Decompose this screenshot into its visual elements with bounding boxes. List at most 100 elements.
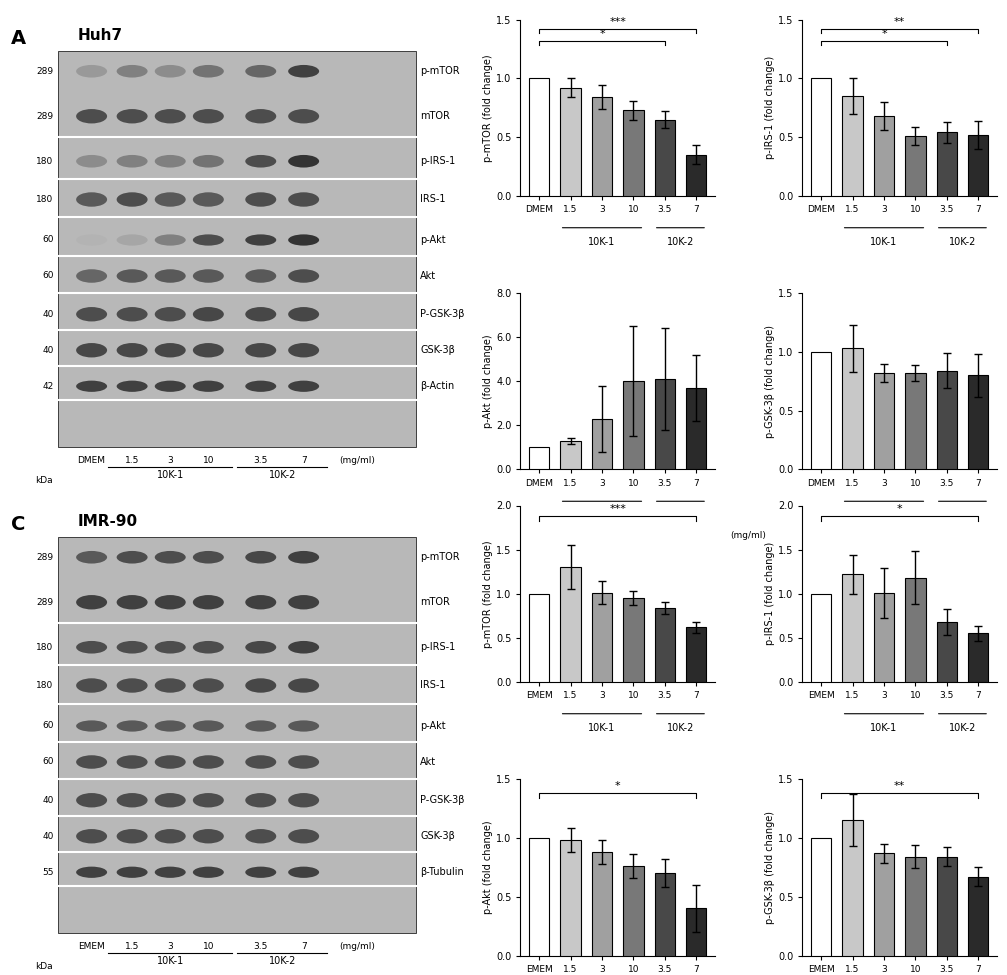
Text: 10K-1: 10K-1 — [157, 956, 184, 966]
Ellipse shape — [155, 192, 185, 207]
Text: 10K-2: 10K-2 — [269, 956, 296, 966]
Ellipse shape — [77, 793, 107, 807]
Text: Huh7: Huh7 — [78, 28, 123, 44]
Ellipse shape — [117, 793, 148, 807]
Bar — [686, 155, 706, 196]
Text: p-Akt: p-Akt — [420, 721, 446, 731]
Ellipse shape — [77, 641, 107, 653]
Ellipse shape — [288, 641, 319, 653]
Text: *: * — [599, 29, 605, 39]
Ellipse shape — [193, 192, 224, 207]
Text: 60: 60 — [42, 758, 53, 766]
Ellipse shape — [117, 65, 148, 78]
Text: B: B — [526, 28, 540, 48]
Bar — [874, 593, 894, 682]
Ellipse shape — [155, 641, 185, 653]
Text: 10K-2: 10K-2 — [949, 722, 976, 732]
Bar — [623, 110, 643, 196]
Text: p-Akt: p-Akt — [420, 235, 446, 245]
Ellipse shape — [288, 380, 319, 392]
Text: 1.5: 1.5 — [125, 942, 139, 951]
Bar — [561, 840, 581, 956]
Bar — [905, 578, 925, 682]
Text: DMEM: DMEM — [78, 456, 106, 465]
Text: P-GSK-3β: P-GSK-3β — [420, 309, 465, 319]
Text: GSK-3β: GSK-3β — [420, 345, 455, 355]
Ellipse shape — [288, 343, 319, 358]
Ellipse shape — [117, 234, 148, 246]
Ellipse shape — [288, 109, 319, 124]
Ellipse shape — [246, 829, 276, 843]
Text: ***: *** — [609, 504, 626, 515]
Text: p-mTOR: p-mTOR — [420, 66, 460, 76]
Ellipse shape — [193, 756, 224, 768]
Ellipse shape — [117, 721, 148, 731]
Bar — [655, 607, 675, 682]
Ellipse shape — [288, 155, 319, 168]
Ellipse shape — [155, 155, 185, 168]
Ellipse shape — [288, 269, 319, 283]
Text: 3: 3 — [167, 942, 173, 951]
Ellipse shape — [246, 343, 276, 358]
Text: 10K-1: 10K-1 — [157, 470, 184, 481]
Ellipse shape — [77, 867, 107, 878]
Ellipse shape — [117, 269, 148, 283]
Text: 42: 42 — [42, 382, 53, 391]
Text: 180: 180 — [36, 681, 53, 690]
Ellipse shape — [117, 192, 148, 207]
Ellipse shape — [288, 679, 319, 692]
Y-axis label: p-mTOR (fold change): p-mTOR (fold change) — [483, 54, 493, 162]
Text: 10K-2: 10K-2 — [949, 510, 976, 520]
Ellipse shape — [117, 307, 148, 322]
Text: *: * — [615, 781, 620, 792]
Y-axis label: p-IRS-1 (fold change): p-IRS-1 (fold change) — [765, 542, 775, 645]
Bar — [529, 448, 550, 470]
Ellipse shape — [193, 793, 224, 807]
Ellipse shape — [77, 595, 107, 609]
Text: 7: 7 — [301, 942, 306, 951]
Bar — [937, 857, 957, 956]
Text: kDa: kDa — [35, 476, 52, 486]
Ellipse shape — [246, 756, 276, 768]
Ellipse shape — [193, 269, 224, 283]
Text: mTOR: mTOR — [420, 598, 450, 607]
Text: A: A — [11, 28, 26, 48]
Ellipse shape — [77, 65, 107, 78]
Ellipse shape — [246, 867, 276, 878]
Ellipse shape — [246, 109, 276, 124]
Ellipse shape — [155, 551, 185, 564]
Text: 60: 60 — [42, 271, 53, 281]
Text: 40: 40 — [42, 832, 53, 840]
Ellipse shape — [77, 380, 107, 392]
Text: 10K-1: 10K-1 — [588, 510, 615, 520]
Ellipse shape — [246, 551, 276, 564]
Ellipse shape — [117, 551, 148, 564]
Ellipse shape — [246, 595, 276, 609]
Bar — [874, 373, 894, 470]
Y-axis label: p-mTOR (fold change): p-mTOR (fold change) — [483, 540, 493, 647]
Bar — [937, 133, 957, 196]
Bar — [592, 852, 612, 956]
Text: 10K-2: 10K-2 — [269, 470, 296, 481]
Text: 10K-2: 10K-2 — [667, 722, 694, 732]
Ellipse shape — [77, 721, 107, 731]
Bar — [905, 373, 925, 470]
Bar — [686, 388, 706, 470]
Ellipse shape — [193, 867, 224, 878]
Text: GSK-3β: GSK-3β — [420, 832, 455, 841]
Ellipse shape — [193, 721, 224, 731]
Text: IRS-1: IRS-1 — [420, 194, 446, 205]
Ellipse shape — [193, 679, 224, 692]
Ellipse shape — [117, 109, 148, 124]
Bar — [968, 634, 988, 682]
Ellipse shape — [117, 867, 148, 878]
Text: 10: 10 — [202, 456, 214, 465]
Text: 1.5: 1.5 — [125, 456, 139, 465]
Ellipse shape — [117, 595, 148, 609]
Ellipse shape — [193, 829, 224, 843]
Ellipse shape — [193, 343, 224, 358]
Ellipse shape — [246, 65, 276, 78]
Text: 289: 289 — [36, 598, 53, 606]
Text: 289: 289 — [36, 112, 53, 121]
Bar — [529, 594, 550, 682]
